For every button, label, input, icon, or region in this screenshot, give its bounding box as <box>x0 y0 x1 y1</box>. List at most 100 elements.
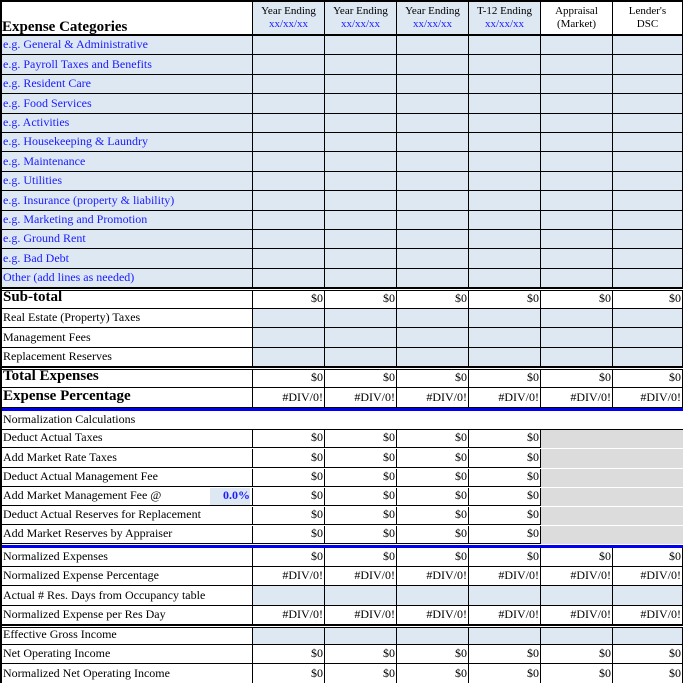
data-cell[interactable] <box>541 628 613 644</box>
data-cell[interactable] <box>613 36 683 55</box>
data-cell[interactable] <box>469 113 541 132</box>
data-cell[interactable] <box>541 94 613 113</box>
data-cell[interactable] <box>397 328 469 347</box>
data-cell[interactable] <box>469 586 541 605</box>
data-cell[interactable] <box>541 230 613 249</box>
data-cell[interactable] <box>253 308 325 328</box>
row-label[interactable]: e.g. Marketing and Promotion <box>2 210 253 229</box>
data-cell[interactable] <box>325 268 397 288</box>
data-cell[interactable] <box>325 308 397 328</box>
column-header[interactable]: Year Ending xx/xx/xx <box>253 2 325 34</box>
data-cell[interactable] <box>253 230 325 249</box>
data-cell[interactable] <box>469 230 541 249</box>
row-label[interactable]: e.g. Housekeeping & Laundry <box>2 133 253 152</box>
data-cell[interactable] <box>325 230 397 249</box>
data-cell[interactable] <box>613 210 683 229</box>
data-cell[interactable] <box>397 133 469 152</box>
data-cell[interactable] <box>613 230 683 249</box>
data-cell[interactable] <box>397 230 469 249</box>
data-cell[interactable] <box>541 586 613 605</box>
data-cell[interactable] <box>253 586 325 605</box>
row-label[interactable]: e.g. Bad Debt <box>2 249 253 268</box>
row-label[interactable]: e.g. Insurance (property & liability) <box>2 191 253 210</box>
data-cell[interactable] <box>397 249 469 268</box>
data-cell[interactable] <box>253 347 325 367</box>
data-cell[interactable] <box>325 113 397 132</box>
data-cell[interactable] <box>541 328 613 347</box>
data-cell[interactable] <box>541 210 613 229</box>
data-cell[interactable] <box>541 133 613 152</box>
data-cell[interactable] <box>253 113 325 132</box>
data-cell[interactable] <box>253 628 325 644</box>
data-cell[interactable] <box>325 171 397 191</box>
data-cell[interactable] <box>253 55 325 74</box>
data-cell[interactable] <box>613 268 683 288</box>
data-cell[interactable] <box>541 249 613 268</box>
data-cell[interactable] <box>469 74 541 94</box>
row-label[interactable]: e.g. Utilities <box>2 171 253 191</box>
data-cell[interactable] <box>469 171 541 191</box>
data-cell[interactable] <box>541 113 613 132</box>
data-cell[interactable] <box>613 586 683 605</box>
data-cell[interactable] <box>469 347 541 367</box>
data-cell[interactable] <box>253 94 325 113</box>
data-cell[interactable] <box>469 133 541 152</box>
data-cell[interactable] <box>397 268 469 288</box>
data-cell[interactable] <box>613 191 683 210</box>
data-cell[interactable] <box>613 133 683 152</box>
data-cell[interactable] <box>397 94 469 113</box>
data-cell[interactable] <box>613 94 683 113</box>
data-cell[interactable] <box>541 347 613 367</box>
row-label[interactable]: e.g. General & Administrative <box>2 36 253 55</box>
data-cell[interactable] <box>325 249 397 268</box>
data-cell[interactable] <box>613 55 683 74</box>
data-cell[interactable] <box>253 268 325 288</box>
row-label[interactable]: e.g. Maintenance <box>2 152 253 171</box>
row-label[interactable]: e.g. Payroll Taxes and Benefits <box>2 55 253 74</box>
data-cell[interactable] <box>541 171 613 191</box>
data-cell[interactable] <box>325 36 397 55</box>
data-cell[interactable] <box>613 74 683 94</box>
row-label[interactable]: e.g. Activities <box>2 113 253 132</box>
data-cell[interactable] <box>253 36 325 55</box>
data-cell[interactable] <box>253 74 325 94</box>
data-cell[interactable] <box>469 152 541 171</box>
data-cell[interactable] <box>397 36 469 55</box>
data-cell[interactable] <box>397 628 469 644</box>
data-cell[interactable] <box>469 55 541 74</box>
data-cell[interactable] <box>469 628 541 644</box>
data-cell[interactable] <box>253 133 325 152</box>
data-cell[interactable] <box>325 152 397 171</box>
data-cell[interactable] <box>613 152 683 171</box>
data-cell[interactable] <box>325 328 397 347</box>
data-cell[interactable] <box>613 171 683 191</box>
data-cell[interactable] <box>469 249 541 268</box>
data-cell[interactable] <box>613 628 683 644</box>
column-header[interactable]: Appraisal (Market) <box>541 2 613 34</box>
data-cell[interactable] <box>253 328 325 347</box>
data-cell[interactable] <box>253 191 325 210</box>
data-cell[interactable] <box>325 347 397 367</box>
data-cell[interactable] <box>397 191 469 210</box>
data-cell[interactable] <box>325 628 397 644</box>
data-cell[interactable] <box>541 191 613 210</box>
data-cell[interactable] <box>613 249 683 268</box>
data-cell[interactable] <box>541 308 613 328</box>
data-cell[interactable] <box>613 308 683 328</box>
data-cell[interactable] <box>397 55 469 74</box>
data-cell[interactable] <box>541 74 613 94</box>
data-cell[interactable] <box>469 36 541 55</box>
data-cell[interactable] <box>541 36 613 55</box>
data-cell[interactable] <box>325 74 397 94</box>
data-cell[interactable] <box>541 152 613 171</box>
data-cell[interactable] <box>469 210 541 229</box>
data-cell[interactable] <box>397 586 469 605</box>
data-cell[interactable] <box>325 133 397 152</box>
row-label[interactable]: e.g. Ground Rent <box>2 230 253 249</box>
data-cell[interactable] <box>397 152 469 171</box>
data-cell[interactable] <box>469 308 541 328</box>
data-cell[interactable] <box>613 113 683 132</box>
data-cell[interactable] <box>469 94 541 113</box>
row-label[interactable]: Other (add lines as needed) <box>2 268 253 288</box>
data-cell[interactable] <box>613 328 683 347</box>
